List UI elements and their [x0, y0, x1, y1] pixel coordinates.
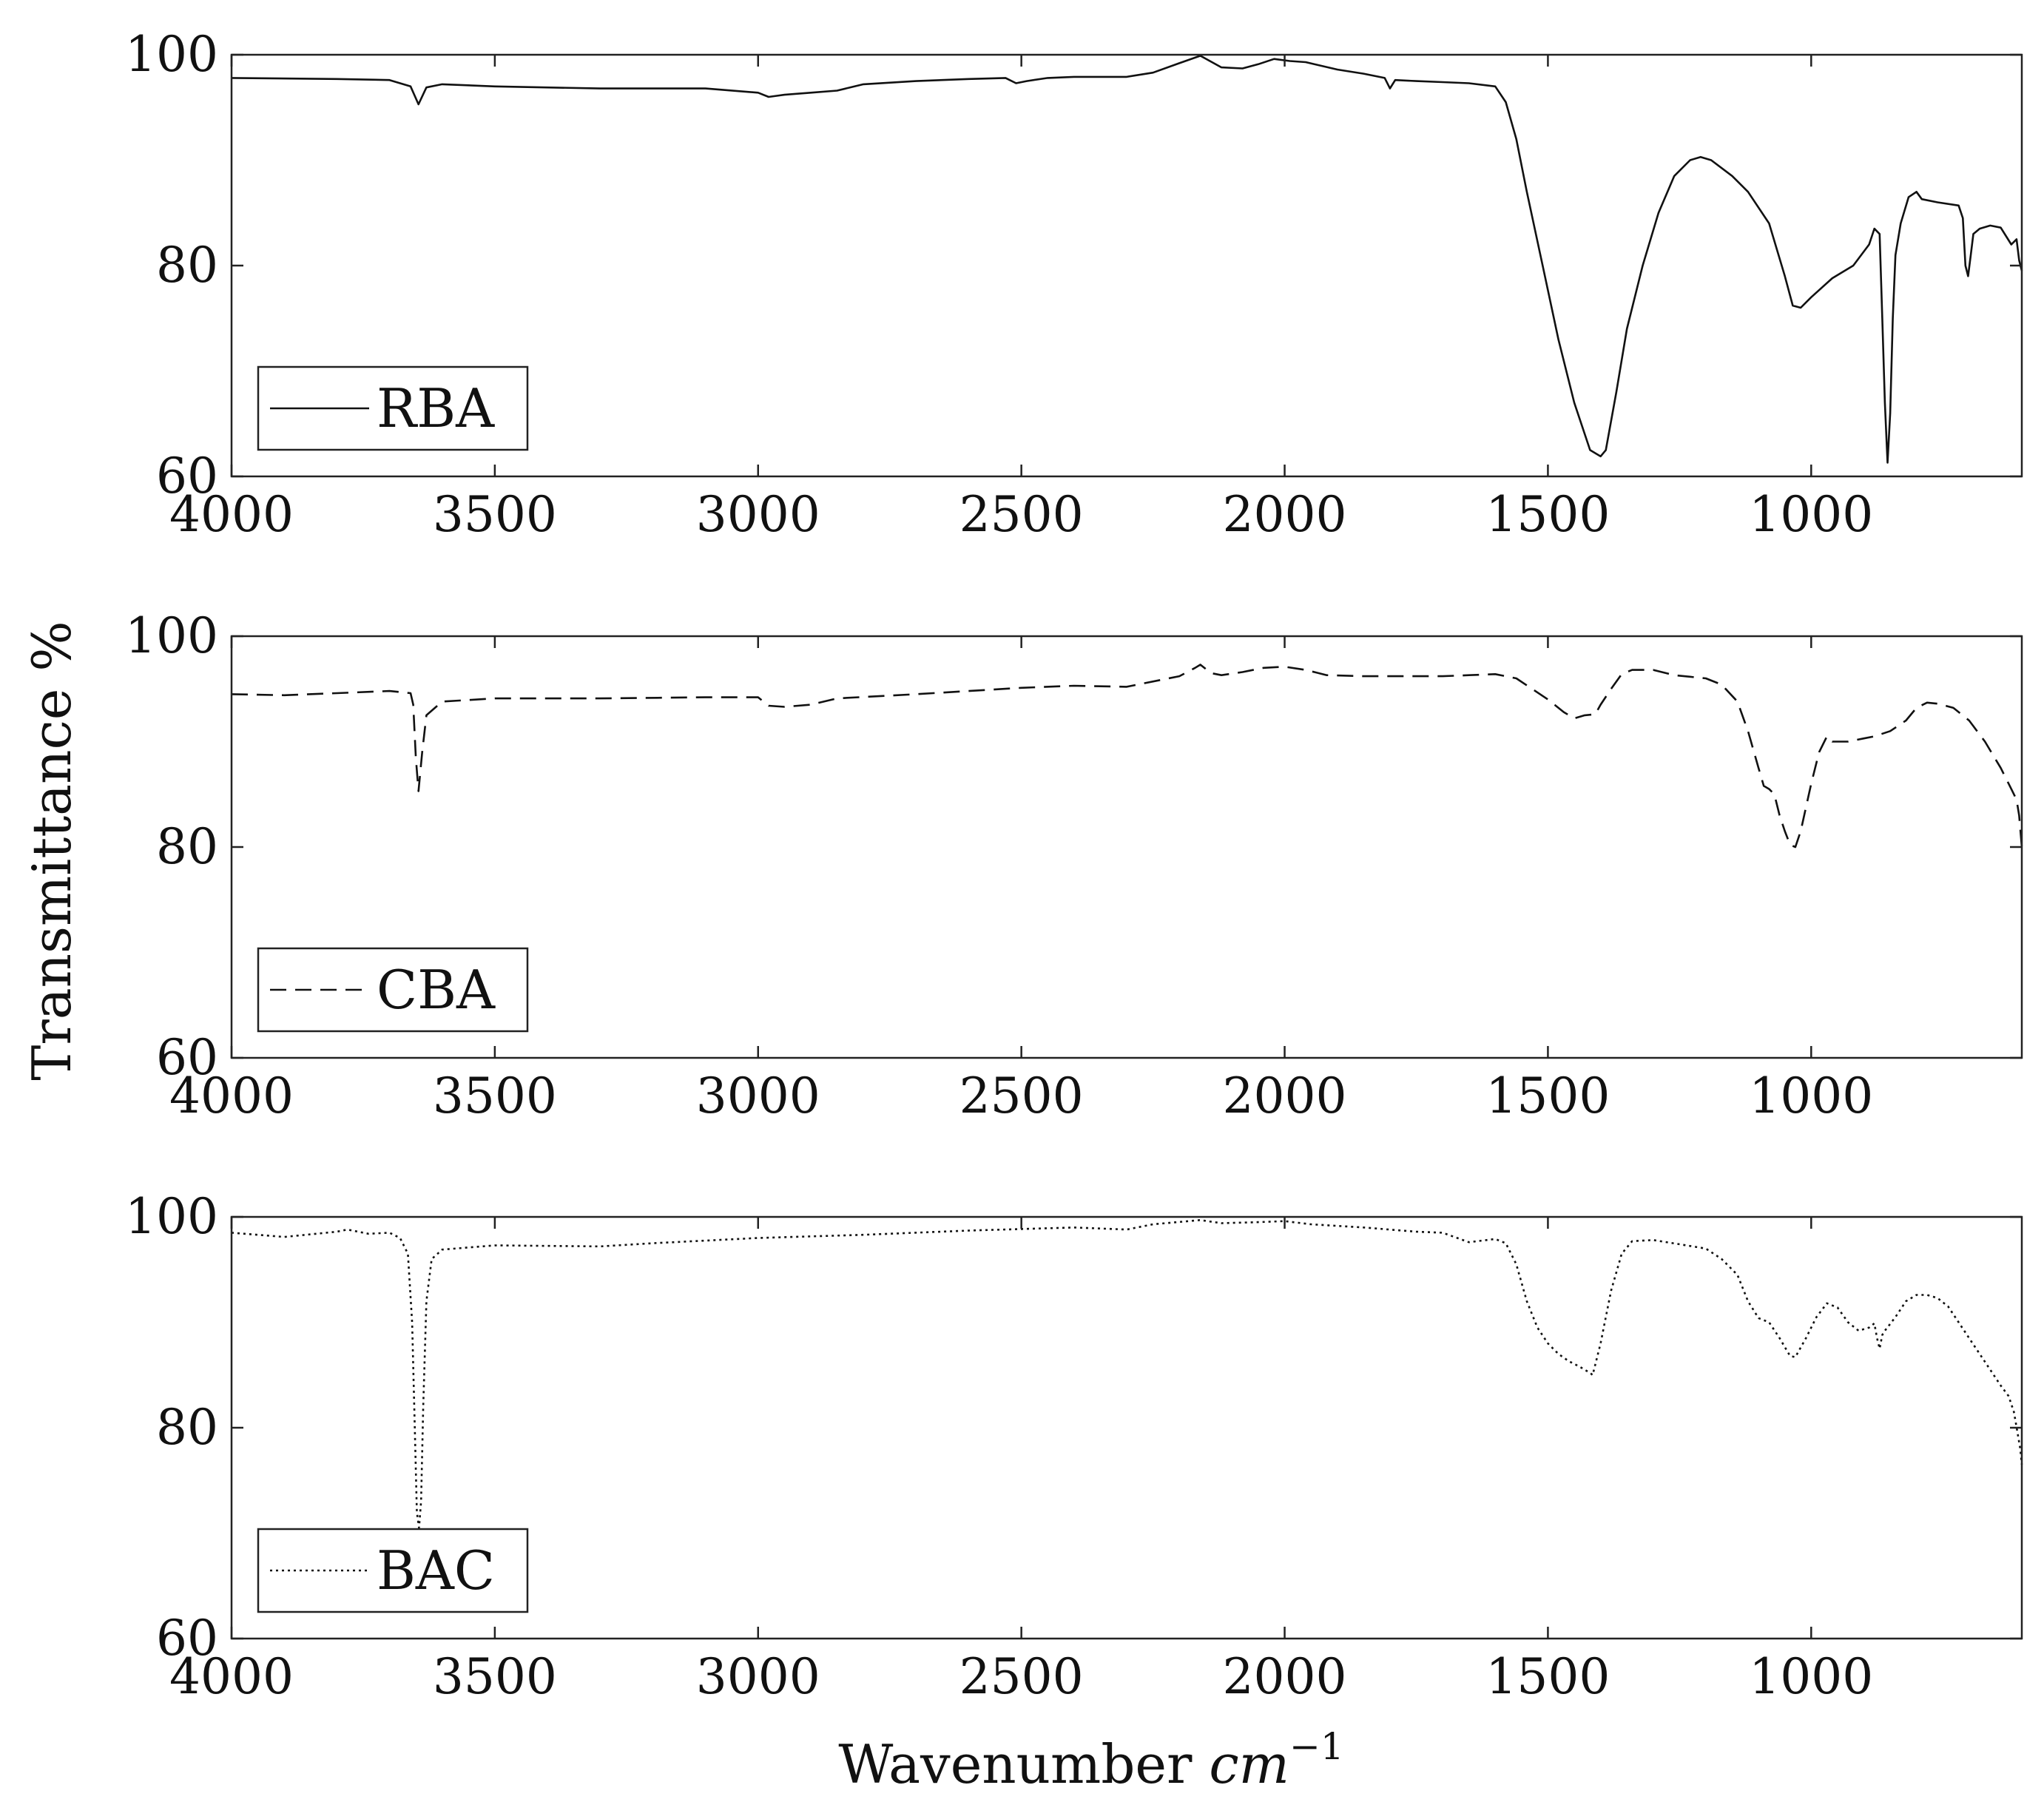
x-tick-label: 2500	[959, 1067, 1084, 1124]
legend: RBA	[257, 365, 529, 451]
panel-cba: 4000 3500 3000 2500 2000 1500 1000 60 80 100 CBA	[125, 607, 2023, 1124]
y-tick-label: 100	[125, 1188, 218, 1245]
series-line-bac	[231, 1219, 2023, 1529]
x-axis-label-unit: cm	[1209, 1733, 1289, 1795]
x-tick-label: 3000	[696, 486, 820, 543]
x-tick-label: 3500	[433, 486, 557, 543]
legend: CBA	[257, 947, 529, 1033]
panel-bac: 4000 3500 3000 2500 2000 1500 1000 60 80 100 BAC	[125, 1188, 2023, 1705]
x-tick-label: 3500	[433, 1067, 557, 1124]
y-tick-label: 60	[156, 1610, 218, 1667]
x-tick-label: 3000	[696, 1067, 820, 1124]
x-tick-label: 1500	[1485, 1067, 1610, 1124]
y-tick-label: 60	[156, 1029, 218, 1086]
y-tick-label: 80	[156, 1399, 218, 1456]
legend-label: CBA	[377, 959, 496, 1021]
y-tick-label: 100	[125, 607, 218, 664]
y-tick-label: 60	[156, 448, 218, 505]
x-tick-label: 4000	[169, 1067, 294, 1124]
y-axis-label: Transmittance %	[21, 621, 83, 1080]
x-tick-label: 2000	[1223, 1067, 1347, 1124]
series-line-rba	[231, 55, 2023, 464]
x-tick-label: 2500	[959, 1648, 1084, 1705]
y-tick-label: 100	[125, 26, 218, 83]
x-tick-label: 1500	[1485, 486, 1610, 543]
x-tick-label: 3000	[696, 1648, 820, 1705]
x-tick-label: 2000	[1223, 1648, 1347, 1705]
x-tick-label: 2000	[1223, 486, 1347, 543]
x-tick-label: 4000	[169, 486, 294, 543]
x-tick-label: 1500	[1485, 1648, 1610, 1705]
x-axis-label: Wavenumber cm−1	[838, 1725, 1343, 1795]
series-line-cba	[231, 664, 2023, 848]
legend-label: RBA	[377, 377, 495, 439]
panel-rba: 4000 3500 3000 2500 2000 1500 1000 60 80 100 RBA	[125, 26, 2023, 543]
x-tick-label: 3500	[433, 1648, 557, 1705]
x-axis-label-exponent: −1	[1289, 1725, 1344, 1768]
x-tick-label: 1000	[1749, 486, 1873, 543]
y-tick-label: 80	[156, 237, 218, 294]
x-axis-label-text: Wavenumber	[838, 1733, 1209, 1795]
y-tick-label: 80	[156, 818, 218, 875]
legend-box	[257, 1528, 529, 1613]
x-tick-label: 2500	[959, 486, 1084, 543]
x-tick-label: 1000	[1749, 1648, 1873, 1705]
x-tick-label: 1000	[1749, 1067, 1873, 1124]
panels: 4000 3500 3000 2500 2000 1500 10006080100RBA40…	[125, 26, 2023, 1705]
x-tick-label: 4000	[169, 1648, 294, 1705]
legend-label: BAC	[377, 1539, 495, 1602]
legend: BAC	[257, 1528, 529, 1613]
